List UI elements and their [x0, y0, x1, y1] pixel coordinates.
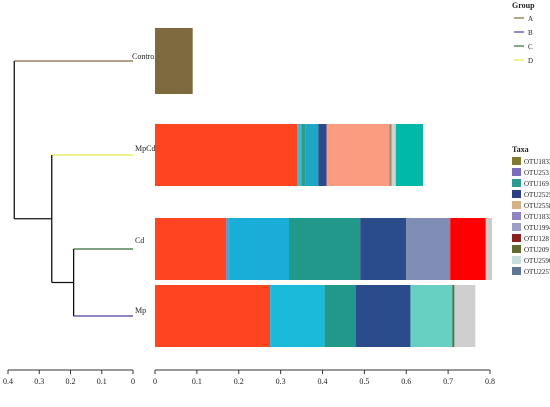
taxa-legend-label: OTU1691 [524, 180, 550, 188]
group-legend-label: A [528, 15, 533, 23]
bar-segment-mp-2 [324, 285, 356, 347]
bar-segment-cd-3 [289, 218, 361, 280]
bar-segment-cd-7 [485, 218, 493, 280]
group-legend-title: Group [512, 1, 535, 10]
taxa-legend-swatch [512, 223, 521, 231]
taxa-legend-title: Taxa [512, 145, 529, 154]
bar-axis-tick-label: 0.3 [276, 377, 286, 386]
taxa-legend-label: OTU1833 [524, 158, 550, 166]
bar-segment-cd-5 [406, 218, 451, 280]
leaf-label-cd: Cd [135, 236, 144, 245]
tree-axis-tick-label: 0 [131, 377, 135, 386]
bar-axis-tick-label: 0.6 [401, 377, 411, 386]
dendrogram: Control MpCd Cd Mp [13, 52, 157, 317]
bar-segment-mp-3 [356, 285, 411, 347]
bar-segment-mpcd-8 [395, 124, 423, 186]
bar-axis-tick-label: 0.1 [192, 377, 202, 386]
tree-axis-tick-label: 0.1 [97, 377, 107, 386]
bar-segment-mp-4 [410, 285, 453, 347]
taxa-legend-swatch [512, 245, 521, 253]
group-legend-label: D [528, 57, 533, 65]
bar-segment-cd-2 [228, 218, 289, 280]
bar-segment-mpcd-1 [297, 124, 302, 186]
taxa-legend-swatch [512, 212, 521, 220]
taxa-legend-label: OTU2257 [524, 268, 550, 276]
taxa-legend-label: OTU2531 [524, 169, 550, 177]
tree-axis-tick-label: 0.4 [3, 377, 13, 386]
bar-axis-tick-label: 0 [153, 377, 157, 386]
bar-segment-control-0 [155, 28, 193, 94]
bar-segment-mpcd-4 [318, 124, 327, 186]
taxa-legend-label: OTU2558 [524, 202, 550, 210]
taxa-legend-label: OTU2091 [524, 246, 550, 254]
taxa-legend-swatch [512, 168, 521, 176]
stacked-bars [155, 28, 493, 347]
taxa-legend-label: OTU128 [524, 235, 549, 243]
taxa-legend-swatch [512, 157, 521, 165]
bar-segment-mpcd-5 [326, 124, 390, 186]
taxa-legend-label: OTU1832 [524, 213, 550, 221]
bar-segment-mpcd-6 [389, 124, 392, 186]
taxa-legend-swatch [512, 256, 521, 264]
bar-segment-mp-0 [155, 285, 271, 347]
bar-segment-cd-6 [450, 218, 486, 280]
taxa-legend-swatch [512, 267, 521, 275]
leaf-label-control: Control [132, 52, 157, 61]
bar-segment-mpcd-7 [391, 124, 396, 186]
bar-segment-mp-5 [452, 285, 455, 347]
group-legend-label: B [528, 29, 533, 37]
bar-segment-mpcd-2 [301, 124, 306, 186]
taxa-legend-swatch [512, 234, 521, 242]
taxa-legend-swatch [512, 179, 521, 187]
bar-axis-tick-label: 0.8 [485, 377, 495, 386]
bar-axis-tick-label: 0.5 [359, 377, 369, 386]
dendrogram-axis: 0.4 0.3 0.2 0.1 0 [3, 369, 135, 386]
leaf-label-mpcd: MpCd [135, 144, 155, 153]
taxa-legend-swatch [512, 201, 521, 209]
bar-segment-mp-6 [454, 285, 476, 347]
tree-axis-tick-label: 0.3 [34, 377, 44, 386]
taxa-legend-swatch [512, 190, 521, 198]
tree-axis-tick-label: 0.2 [66, 377, 76, 386]
bar-segment-mpcd-0 [155, 124, 298, 186]
taxa-legend-label: OTU2525 [524, 191, 550, 199]
group-legend-label: C [528, 43, 533, 51]
bar-segment-mp-1 [270, 285, 325, 347]
taxa-legend-label: OTU2590 [524, 257, 550, 265]
bar-x-axis: 0 0.1 0.2 0.3 0.4 0.5 0.6 0.7 0.8 [153, 369, 495, 386]
leaf-label-mp: Mp [135, 306, 146, 315]
bar-segment-mpcd-3 [305, 124, 319, 186]
taxa-legend-label: OTU1994 [524, 224, 550, 232]
bar-segment-cd-4 [360, 218, 407, 280]
bar-axis-tick-label: 0.2 [234, 377, 244, 386]
bar-axis-tick-label: 0.7 [443, 377, 453, 386]
bar-segment-cd-1 [226, 218, 229, 280]
taxa-legend: Taxa OTU1833 OTU2531 OTU1691 OTU2525 OTU2558 O… [512, 145, 550, 276]
bar-segment-cd-0 [155, 218, 227, 280]
bar-axis-tick-label: 0.4 [318, 377, 328, 386]
